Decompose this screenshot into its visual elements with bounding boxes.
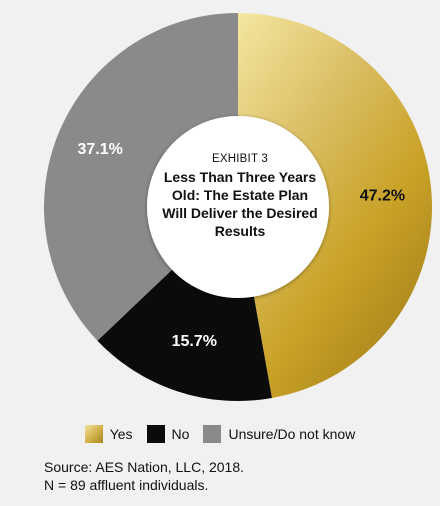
- legend: Yes No Unsure/Do not know: [0, 423, 440, 445]
- slice-no: [97, 269, 272, 401]
- chart-footer: Source: AES Nation, LLC, 2018. N = 89 af…: [44, 458, 244, 494]
- source-note: Source: AES Nation, LLC, 2018.: [44, 459, 245, 475]
- legend-item-unsure: Unsure/Do not know: [203, 425, 355, 443]
- slice-yes: [238, 13, 433, 399]
- legend-swatch-no: [146, 425, 165, 443]
- slice-value-label-unsure: 37.1%: [77, 141, 122, 158]
- donut-chart: 47.2% 15.7% 37.1%: [44, 13, 433, 401]
- legend-item-no: No: [146, 425, 190, 443]
- legend-item-yes: Yes: [84, 425, 133, 443]
- slice-unsure: [44, 13, 238, 341]
- chart-title: Less Than Three Years Old: The Estate Pl…: [162, 169, 318, 239]
- legend-label-yes: Yes: [109, 426, 133, 442]
- sample-note: N = 89 affluent individuals.: [44, 477, 209, 493]
- donut-center: [147, 116, 329, 298]
- donut-slices: [44, 13, 433, 401]
- legend-label-unsure: Unsure/Do not know: [228, 426, 356, 442]
- legend-swatch-yes: [84, 425, 103, 443]
- legend-label-no: No: [171, 426, 190, 442]
- slice-value-label-yes: 47.2%: [360, 187, 405, 204]
- exhibit-label: EXHIBIT 3: [212, 153, 268, 165]
- chart-center-text: EXHIBIT 3 Less Than Three Years Old: The…: [158, 153, 322, 240]
- slice-value-label-no: 15.7%: [172, 333, 217, 350]
- slice-value-labels: 47.2% 15.7% 37.1%: [77, 141, 405, 350]
- legend-swatch-unsure: [203, 425, 222, 443]
